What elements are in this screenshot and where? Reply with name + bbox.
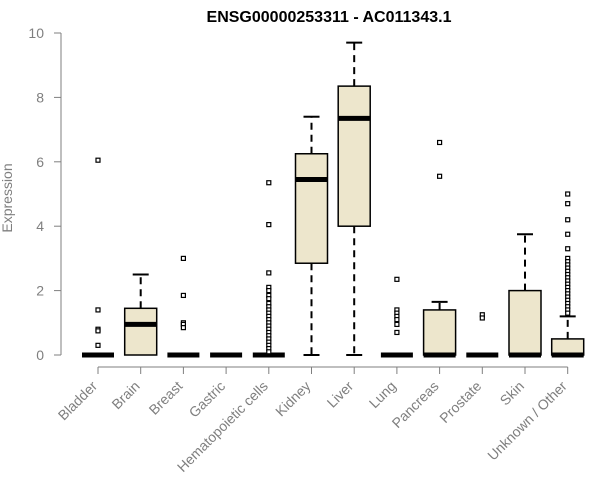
- box-unknown-other: [550, 191, 585, 358]
- box-body: [422, 309, 457, 356]
- outlier-point: [95, 328, 101, 334]
- box-kidney: [294, 115, 329, 356]
- outlier-point: [266, 349, 272, 355]
- box-liver: [337, 41, 371, 356]
- x-tick-label: Bladder: [55, 378, 101, 424]
- outlier-point: [180, 325, 186, 331]
- y-tick-label: 0: [36, 347, 44, 363]
- outlier-point: [479, 315, 485, 321]
- outlier-point: [95, 342, 101, 348]
- box-breast: [167, 255, 200, 358]
- outlier-point: [565, 231, 571, 237]
- outlier-point: [437, 139, 443, 146]
- x-tick-label: Breast: [146, 378, 186, 418]
- x-tick-label: Liver: [324, 378, 357, 411]
- box-body: [294, 153, 329, 264]
- y-tick-label: 10: [28, 25, 44, 41]
- box-hematopoietic-cells: [252, 180, 285, 358]
- x-tick-label: Pancreas: [389, 378, 442, 431]
- box-prostate: [466, 312, 499, 358]
- box-bladder: [82, 157, 114, 358]
- x-tick-label: Brain: [108, 378, 142, 412]
- box-body: [337, 85, 371, 227]
- outlier-point: [266, 221, 272, 228]
- outlier-point: [565, 246, 571, 252]
- outlier-point: [565, 217, 571, 223]
- outlier-point: [394, 329, 400, 336]
- x-tick-label: Lung: [366, 378, 399, 411]
- outlier-point: [437, 173, 443, 179]
- y-axis: 0 2 4 6 8 10: [28, 25, 62, 363]
- outlier-point: [266, 180, 272, 186]
- box-brain: [123, 273, 158, 356]
- y-tick-label: 4: [36, 218, 44, 234]
- box-body: [508, 289, 542, 356]
- outlier-point: [394, 321, 400, 328]
- boxes-group: [82, 41, 585, 358]
- chart-title: ENSG00000253311 - AC011343.1: [207, 9, 452, 26]
- box-body: [123, 307, 158, 356]
- box-pancreas: [422, 139, 457, 358]
- outlier-point: [565, 201, 571, 207]
- outlier-point: [95, 307, 101, 313]
- outlier-point: [266, 288, 272, 294]
- outlier-point: [180, 292, 186, 299]
- outlier-point: [95, 157, 101, 163]
- outlier-point: [565, 310, 571, 316]
- x-tick-label: Prostate: [436, 378, 484, 426]
- outlier-point: [180, 255, 186, 261]
- box-lung: [380, 276, 413, 358]
- x-tick-label: Kidney: [272, 378, 314, 420]
- outlier-point: [565, 191, 571, 197]
- outlier-point: [394, 316, 400, 323]
- x-tick-label: Gastric: [186, 378, 229, 421]
- y-axis-label: Expression: [0, 163, 15, 232]
- outlier-point: [266, 270, 272, 276]
- x-tick-label: Skin: [497, 378, 528, 409]
- y-tick-label: 2: [36, 283, 44, 299]
- y-tick-label: 8: [36, 89, 44, 105]
- y-tick-label: 6: [36, 154, 44, 170]
- outlier-point: [394, 276, 400, 282]
- box-skin: [508, 233, 542, 358]
- x-tick-label: Unknown / Other: [484, 378, 570, 464]
- outlier-point: [266, 296, 272, 302]
